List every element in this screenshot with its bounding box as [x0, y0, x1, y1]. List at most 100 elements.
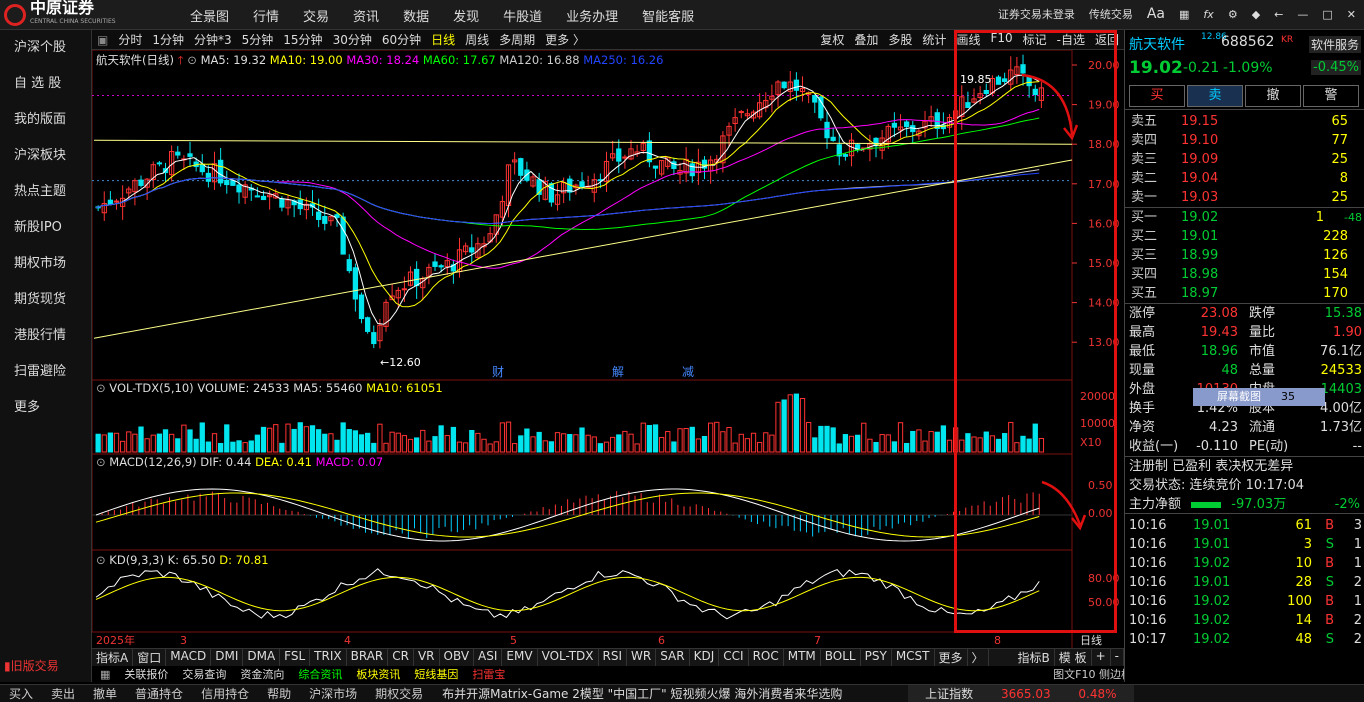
- old-trade-link[interactable]: ▮旧版交易: [4, 659, 59, 673]
- chart-canvas[interactable]: 20.00 19.00 18.00 17.00 16.00 15.00 14.00 13.00…: [91, 49, 1124, 648]
- indicator-tab-4[interactable]: DMA: [243, 649, 281, 666]
- indicator-tab-23[interactable]: MCST: [892, 649, 935, 666]
- sidebar-item-7[interactable]: 期货现货: [14, 292, 67, 307]
- indicator-tab-3[interactable]: DMI: [211, 649, 244, 666]
- sidebar-item-6[interactable]: 期权市场: [14, 256, 67, 271]
- nav-item-4[interactable]: 数据: [403, 10, 430, 25]
- sidebar-item-8[interactable]: 港股行情: [14, 328, 67, 343]
- kline-chart-area[interactable]: 20.00 19.00 18.00 17.00 16.00 15.00 14.00 13.00…: [91, 30, 1124, 648]
- news-ticker[interactable]: 布并开源Matrix-Game 2模型 "中国工厂" 短视频火爆 海外消费者来华…: [442, 687, 843, 701]
- indicator-tab-11[interactable]: ASI: [474, 649, 503, 666]
- status-item-0[interactable]: 买入: [9, 687, 34, 701]
- period-tab-1[interactable]: 1分钟: [152, 33, 184, 47]
- bids-row[interactable]: 买三 18.99 126: [1125, 246, 1364, 265]
- nav-item-3[interactable]: 资讯: [353, 10, 380, 25]
- status-item-3[interactable]: 普通持仓: [135, 687, 184, 701]
- fx-icon[interactable]: fx: [1203, 7, 1214, 21]
- bids-row[interactable]: 买五 18.97 170: [1125, 284, 1364, 303]
- period-tab-2[interactable]: 分钟*3: [194, 33, 232, 47]
- indicator-tab-15[interactable]: WR: [627, 649, 657, 666]
- link-5[interactable]: 短线基因: [414, 668, 459, 681]
- font-size-button[interactable]: Aa: [1146, 6, 1166, 22]
- indicator-tab-25[interactable]: 〉: [968, 649, 989, 666]
- bids-row[interactable]: 买二 19.01 228: [1125, 227, 1364, 246]
- gear-icon[interactable]: ⚙: [1227, 7, 1238, 21]
- sidebar-item-0[interactable]: 沪深个股: [14, 40, 67, 55]
- minimize-icon[interactable]: —: [1297, 7, 1309, 21]
- link-2[interactable]: 资金流向: [240, 668, 285, 681]
- period-tab-0[interactable]: 分时: [118, 33, 143, 47]
- period-tab-9[interactable]: 多周期: [499, 33, 536, 47]
- nav-item-1[interactable]: 行情: [253, 10, 280, 25]
- indicator-tab-10[interactable]: OBV: [440, 649, 475, 666]
- period-tab-10[interactable]: 更多 〉: [545, 33, 585, 47]
- indicator-tab-6[interactable]: TRIX: [310, 649, 347, 666]
- nav-item-2[interactable]: 交易: [303, 10, 330, 25]
- indicator-tab-24[interactable]: 更多: [935, 649, 968, 666]
- sidebar-item-2[interactable]: 我的版面: [14, 112, 67, 127]
- indicator-right-1[interactable]: 模 板: [1055, 649, 1092, 666]
- status-item-6[interactable]: 沪深市场: [309, 687, 358, 701]
- asks-row[interactable]: 卖二 19.04 8: [1125, 169, 1364, 188]
- indicator-tab-22[interactable]: PSY: [861, 649, 892, 666]
- link-6[interactable]: 扫雷宝: [472, 668, 506, 681]
- indicator-right-0[interactable]: 指标B: [1014, 649, 1055, 666]
- nav-item-6[interactable]: 牛股道: [503, 10, 543, 25]
- chart-tool-7[interactable]: -自选: [1056, 33, 1085, 47]
- period-tab-6[interactable]: 60分钟: [381, 33, 422, 47]
- status-item-4[interactable]: 信用持仓: [201, 687, 250, 701]
- period-tab-7[interactable]: 日线: [431, 33, 456, 47]
- sidebar-item-10[interactable]: 更多: [14, 400, 41, 415]
- nav-item-8[interactable]: 智能客服: [642, 10, 695, 25]
- maximize-icon[interactable]: □: [1322, 7, 1333, 21]
- period-tab-8[interactable]: 周线: [465, 33, 490, 47]
- asks-row[interactable]: 卖三 19.09 25: [1125, 150, 1364, 169]
- login-status[interactable]: 证券交易未登录: [997, 8, 1075, 21]
- sidebar-item-3[interactable]: 沪深板块: [14, 148, 67, 163]
- calc-icon[interactable]: ▦: [100, 667, 111, 681]
- alert-button[interactable]: 警: [1303, 85, 1359, 107]
- indicator-tab-2[interactable]: MACD: [166, 649, 212, 666]
- sidebar-item-9[interactable]: 扫雷避险: [14, 364, 67, 379]
- indicator-tab-9[interactable]: VR: [414, 649, 440, 666]
- chart-tool-5[interactable]: F10: [990, 31, 1013, 45]
- back-icon[interactable]: ←: [1274, 7, 1284, 21]
- nav-item-0[interactable]: 全景图: [190, 10, 230, 25]
- indicator-tab-18[interactable]: CCI: [719, 649, 749, 666]
- chart-tool-4[interactable]: 画线: [956, 33, 981, 47]
- skin-icon[interactable]: ◆: [1251, 7, 1261, 21]
- bids-row[interactable]: 买四 18.98 154: [1125, 265, 1364, 284]
- sell-button[interactable]: 卖: [1187, 85, 1243, 107]
- link-1[interactable]: 交易查询: [182, 668, 227, 681]
- sidebar-item-5[interactable]: 新股IPO: [14, 220, 62, 235]
- indicator-tab-8[interactable]: CR: [388, 649, 414, 666]
- buy-button[interactable]: 买: [1129, 85, 1185, 107]
- status-item-5[interactable]: 帮助: [267, 687, 292, 701]
- asks-row[interactable]: 卖一 19.03 25: [1125, 188, 1364, 207]
- grid-toggle-icon[interactable]: ▣: [97, 32, 109, 47]
- asks-row[interactable]: 卖四 19.10 77: [1125, 131, 1364, 150]
- grid-icon[interactable]: ▦: [1179, 7, 1190, 21]
- cancel-order-button[interactable]: 撤: [1245, 85, 1301, 107]
- f10-sidebar-toggle[interactable]: 图文F10 侧边栏: [1053, 668, 1132, 681]
- chart-tool-1[interactable]: 叠加: [854, 33, 879, 47]
- indicator-tab-12[interactable]: EMV: [502, 649, 538, 666]
- status-item-1[interactable]: 卖出: [51, 687, 76, 701]
- indicator-tab-0[interactable]: 指标A: [92, 649, 134, 666]
- indicator-right-3[interactable]: -: [1111, 649, 1124, 666]
- period-tab-4[interactable]: 15分钟: [283, 33, 323, 47]
- chart-tool-6[interactable]: 标记: [1022, 33, 1047, 47]
- sidebar-item-1[interactable]: 自 选 股: [14, 76, 62, 91]
- chart-tool-3[interactable]: 统计: [922, 33, 947, 47]
- indicator-tab-7[interactable]: BRAR: [347, 649, 389, 666]
- status-item-2[interactable]: 撤单: [93, 687, 118, 701]
- settings-circle-icon[interactable]: ⊙: [187, 53, 197, 67]
- indicator-tab-21[interactable]: BOLL: [821, 649, 861, 666]
- nav-item-5[interactable]: 发现: [453, 10, 480, 25]
- bids-row[interactable]: 买一 19.02 1 -48: [1125, 208, 1364, 227]
- status-item-7[interactable]: 期权交易: [375, 687, 424, 701]
- nav-item-7[interactable]: 业务办理: [566, 10, 619, 25]
- chart-tool-2[interactable]: 多股: [888, 33, 913, 47]
- indicator-tab-5[interactable]: FSL: [280, 649, 311, 666]
- index-box[interactable]: 上证指数 3665.03 0.48%: [908, 685, 1134, 702]
